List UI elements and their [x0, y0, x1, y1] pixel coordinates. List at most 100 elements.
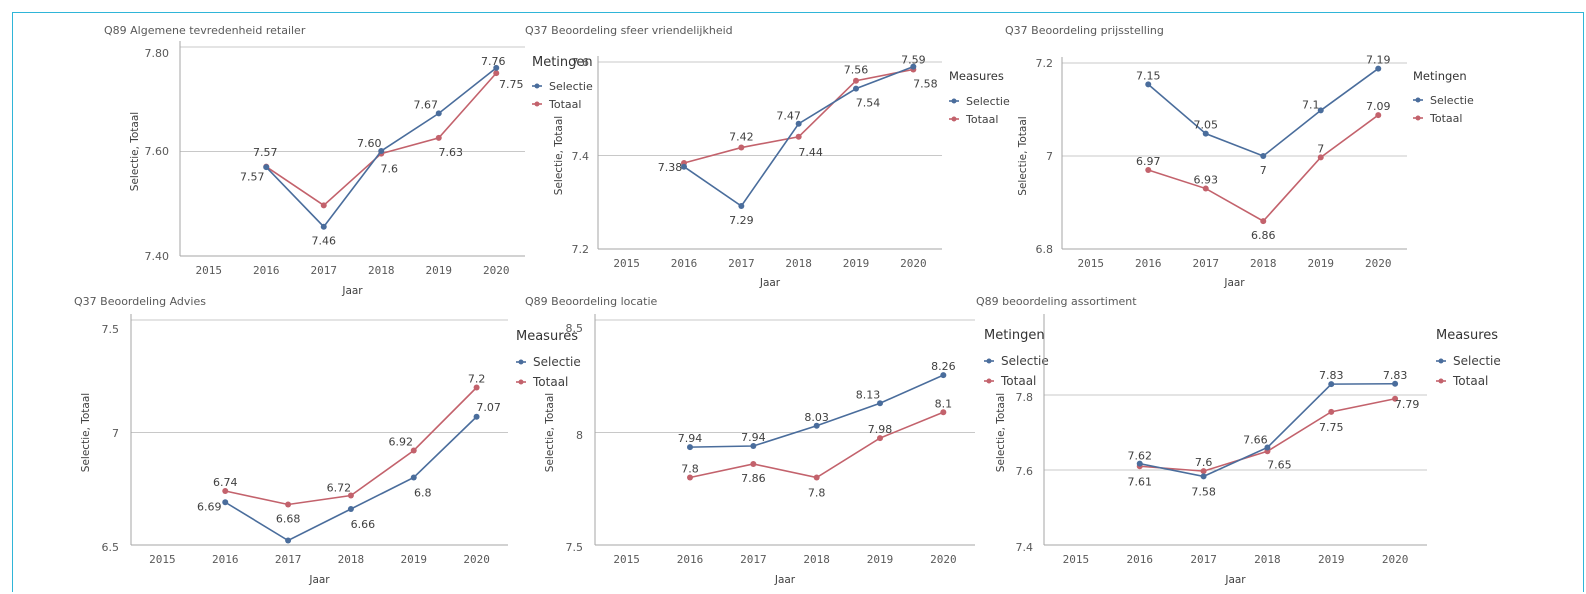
data-label-totaal: 6.93: [1194, 174, 1219, 187]
x-tick-label: 2020: [930, 553, 957, 566]
legend-label: Totaal: [1429, 112, 1462, 125]
data-point-selectie: [263, 164, 270, 171]
x-tick-label: 2015: [613, 553, 640, 566]
legend-swatch-dot: [986, 378, 992, 384]
y-tick-label: 7.5: [102, 323, 120, 336]
data-label-totaal: 7.2: [468, 373, 486, 386]
chart-title: Q89 Beoordeling locatie: [525, 295, 658, 308]
y-tick-label: 7.60: [145, 145, 170, 158]
y-axis-label: Selectie, Totaal: [1017, 116, 1029, 195]
data-point-selectie: [285, 537, 292, 544]
data-point-selectie: [1328, 381, 1335, 388]
x-tick-label: 2015: [1078, 257, 1105, 270]
x-tick-label: 2018: [803, 553, 830, 566]
data-point-selectie: [320, 223, 327, 230]
data-point-selectie: [877, 400, 883, 407]
x-tick-label: 2018: [785, 257, 812, 270]
data-label-selectie: 7.83: [1319, 369, 1344, 382]
data-point-totaal: [410, 447, 417, 454]
x-tick-label: 2019: [867, 553, 894, 566]
legend-swatch-dot: [986, 358, 992, 364]
x-tick-label: 2016: [677, 553, 704, 566]
y-axis-label: Selectie, Totaal: [553, 116, 565, 195]
series-line-selectie: [1147, 67, 1379, 157]
data-point-selectie: [750, 443, 757, 449]
y-tick-label: 8.5: [566, 322, 584, 335]
data-label-selectie: 7.15: [1136, 69, 1161, 82]
chart-5: Q89 Beoordeling locatie 7.5 8 8.5 2015 2016 20…: [525, 295, 1049, 586]
data-label-totaal: 7.65: [1267, 458, 1292, 471]
legend-title: Measures: [949, 69, 1004, 83]
y-tick-label: 7.2: [1036, 57, 1054, 70]
x-tick-label: 2017: [1190, 553, 1217, 566]
data-label-totaal: 7.79: [1395, 398, 1420, 411]
x-axis-label: Jaar: [341, 285, 363, 297]
data-point-totaal: [1200, 468, 1207, 475]
data-label-totaal: 7.6: [381, 163, 399, 176]
legend-item-selectie: Selectie: [1413, 94, 1474, 107]
legend-label: Totaal: [532, 375, 568, 389]
data-point-selectie: [1136, 460, 1143, 467]
legend-swatch-dot: [1415, 97, 1421, 103]
data-label-totaal: 7.63: [439, 146, 464, 159]
x-tick-label: 2015: [196, 264, 223, 277]
data-point-selectie: [738, 202, 745, 209]
legend-item-totaal: Totaal: [1436, 374, 1488, 388]
x-tick-label: 2020: [1382, 553, 1409, 566]
data-point-totaal: [473, 384, 480, 391]
x-tick-label: 2017: [728, 257, 755, 270]
data-point-totaal: [853, 77, 859, 84]
y-tick-label: 7.4: [572, 150, 590, 163]
legend-swatch-dot: [534, 101, 540, 107]
data-label-selectie: 7.46: [312, 235, 337, 248]
data-point-totaal: [493, 70, 500, 77]
data-point-totaal: [750, 461, 757, 467]
legend-label: Selectie: [1430, 94, 1474, 107]
data-label-selectie: 7.54: [856, 97, 881, 110]
x-tick-label: 2016: [1127, 553, 1154, 566]
data-point-selectie: [222, 499, 229, 506]
legend-label: Selectie: [1001, 354, 1049, 368]
x-axis-label: Jaar: [774, 574, 796, 586]
data-label-totaal: 7.75: [1319, 421, 1344, 434]
data-label-selectie: 7.47: [776, 110, 801, 123]
data-label-totaal: 6.68: [276, 513, 301, 526]
data-label-selectie: 7.59: [901, 54, 926, 67]
x-axis-label: Jaar: [759, 277, 781, 289]
x-tick-label: 2018: [1250, 257, 1277, 270]
legend-item-selectie: Selectie: [516, 355, 581, 369]
legend-label: Selectie: [549, 80, 593, 93]
data-label-selectie: 7.07: [476, 401, 501, 414]
legend-label: Selectie: [1453, 354, 1501, 368]
legend-item-selectie: Selectie: [1436, 354, 1501, 368]
y-tick-label: 7.8: [1016, 391, 1034, 404]
data-label-totaal: 6.97: [1136, 155, 1161, 168]
data-point-totaal: [687, 474, 693, 481]
data-point-totaal: [795, 133, 802, 140]
x-tick-label: 2020: [483, 264, 510, 277]
data-label-totaal: 7.56: [844, 64, 869, 77]
y-axis-label: Selectie, Totaal: [129, 112, 141, 191]
legend-title: Metingen: [532, 55, 593, 70]
x-tick-label: 2020: [900, 257, 927, 270]
legend-item-selectie: Selectie: [984, 354, 1049, 368]
legend-item-totaal: Totaal: [984, 374, 1036, 388]
legend-label: Totaal: [965, 113, 998, 126]
data-label-totaal: 7: [1317, 142, 1324, 155]
x-tick-label: 2017: [275, 553, 302, 566]
data-label-selectie: 7.94: [678, 432, 703, 445]
legend-swatch-dot: [1415, 115, 1421, 121]
data-label-selectie: 6.66: [351, 518, 376, 531]
y-tick-label: 7.80: [145, 47, 170, 60]
data-label-totaal: 7.61: [1128, 475, 1153, 488]
data-point-selectie: [813, 422, 820, 429]
data-label-selectie: 7.58: [1191, 485, 1216, 498]
data-point-selectie: [1392, 380, 1399, 387]
legend-title: Metingen: [1413, 69, 1467, 83]
legend-item-totaal: Totaal: [532, 98, 581, 111]
legend-title: Measures: [516, 329, 578, 344]
data-label-totaal: 7.42: [729, 131, 754, 144]
data-label-totaal: 7.44: [798, 146, 823, 159]
data-point-totaal: [1317, 154, 1324, 161]
data-label-totaal: 6.72: [327, 482, 352, 495]
